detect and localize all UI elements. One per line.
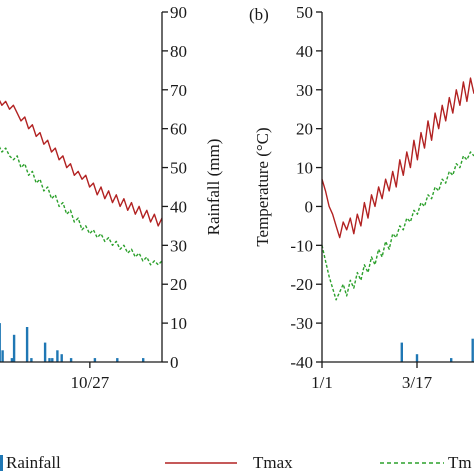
panel-b-y-tick-label: 0: [305, 197, 314, 216]
chart-legend: Rainfall Tmax Tm: [0, 453, 472, 472]
panel-a-rainfall-bar: [93, 358, 97, 362]
panel-a-y-tick-label: 10: [170, 314, 187, 333]
panel-a-y-tick-label: 50: [170, 159, 187, 178]
panel-b-rainfall-bar: [400, 342, 403, 362]
legend-rainfall-label: Rainfall: [6, 453, 61, 472]
panel-a-tmin-line: [0, 146, 163, 266]
panel-b-rainfall-bar: [415, 354, 419, 362]
panel-a-rainfall-bar: [51, 358, 54, 362]
panel-b-y-tick-label: 50: [296, 3, 313, 22]
panel-a-y-tick-label: 90: [170, 3, 187, 22]
panel-a-rainfall-bar: [30, 358, 33, 362]
panel-a-rainfall-bar: [43, 342, 47, 362]
panel-a: 0 10 20 30 40 50 60 70 80 90 /1310/27 Rainfall (m…: [0, 3, 223, 392]
panel-a-y-tick-label: 80: [170, 42, 187, 61]
panel-a-tmax-line: [0, 99, 163, 227]
panel-a-y-tick-label: 60: [170, 120, 187, 139]
panel-a-rainfall-bar: [142, 358, 145, 362]
panel-a-rainfall-bar: [12, 334, 16, 362]
panel-b-y-tick-label: -20: [290, 275, 313, 294]
panel-b-rainfall-bar: [471, 338, 474, 362]
panel-b: (b) 50 40 30 20 10 0 -10 -20 -30 -40 1/1 3/17 Temp…: [249, 3, 474, 392]
panel-a-rainfall-bar: [1, 350, 4, 362]
panel-b-rainfall-bar: [450, 358, 453, 362]
panel-a-rainfall-bar: [60, 354, 63, 362]
panel-b-x-tick-label: 3/17: [402, 373, 433, 392]
panel-a-rainfall-bar: [56, 350, 59, 362]
panel-a-y-tick-label: 40: [170, 197, 187, 216]
panel-a-y-tick-label: 0: [170, 353, 179, 372]
legend-tmin-label: Tm: [448, 453, 472, 472]
panel-b-y-tick-label: -40: [290, 353, 313, 372]
panel-a-x-ticks: /1310/27: [70, 362, 110, 392]
panel-a-y-tick-label: 70: [170, 81, 187, 100]
panel-a-y-tick-label: 30: [170, 236, 187, 255]
legend-rainfall-swatch: [0, 455, 3, 471]
panel-a-rainfall-bar: [10, 358, 14, 362]
panel-b-y-tick-label: 20: [296, 120, 313, 139]
panel-a-rainfall-bar: [116, 358, 119, 362]
panel-b-tag: (b): [249, 5, 269, 24]
panel-b-y-tick-label: -10: [290, 236, 313, 255]
panel-a-plot-area: [0, 99, 163, 362]
panel-b-tmax-line: [321, 77, 474, 239]
panel-b-y-tick-label: 30: [296, 81, 313, 100]
panel-a-rainfall-bar: [0, 323, 1, 362]
legend-tmax-label: Tmax: [253, 453, 293, 472]
panel-b-plot-area: [321, 77, 474, 362]
panel-b-tmin-line: [321, 151, 474, 301]
panel-b-x-tick-label: 1/1: [311, 373, 333, 392]
panel-b-y-tick-label: 10: [296, 159, 313, 178]
panel-a-right-y-ticks: 0 10 20 30 40 50 60 70 80 90: [162, 3, 187, 372]
panel-b-left-y-ticks: 50 40 30 20 10 0 -10 -20 -30 -40: [290, 3, 322, 372]
panel-b-y-tick-label: -30: [290, 314, 313, 333]
panel-a-x-tick-label: 10/27: [70, 373, 109, 392]
panel-a-rainfall-bar: [25, 327, 29, 362]
panel-a-y-tick-label: 20: [170, 275, 187, 294]
panel-a-right-y-axis-title: Rainfall (mm): [204, 139, 223, 236]
panel-b-x-ticks: 1/1 3/17: [311, 362, 433, 392]
panel-a-rainfall-bar: [69, 358, 73, 362]
panel-b-left-y-axis-title: Temperature (°C): [253, 127, 272, 246]
panel-b-y-tick-label: 40: [296, 42, 313, 61]
panel-a-rainfall-bar: [48, 358, 51, 362]
